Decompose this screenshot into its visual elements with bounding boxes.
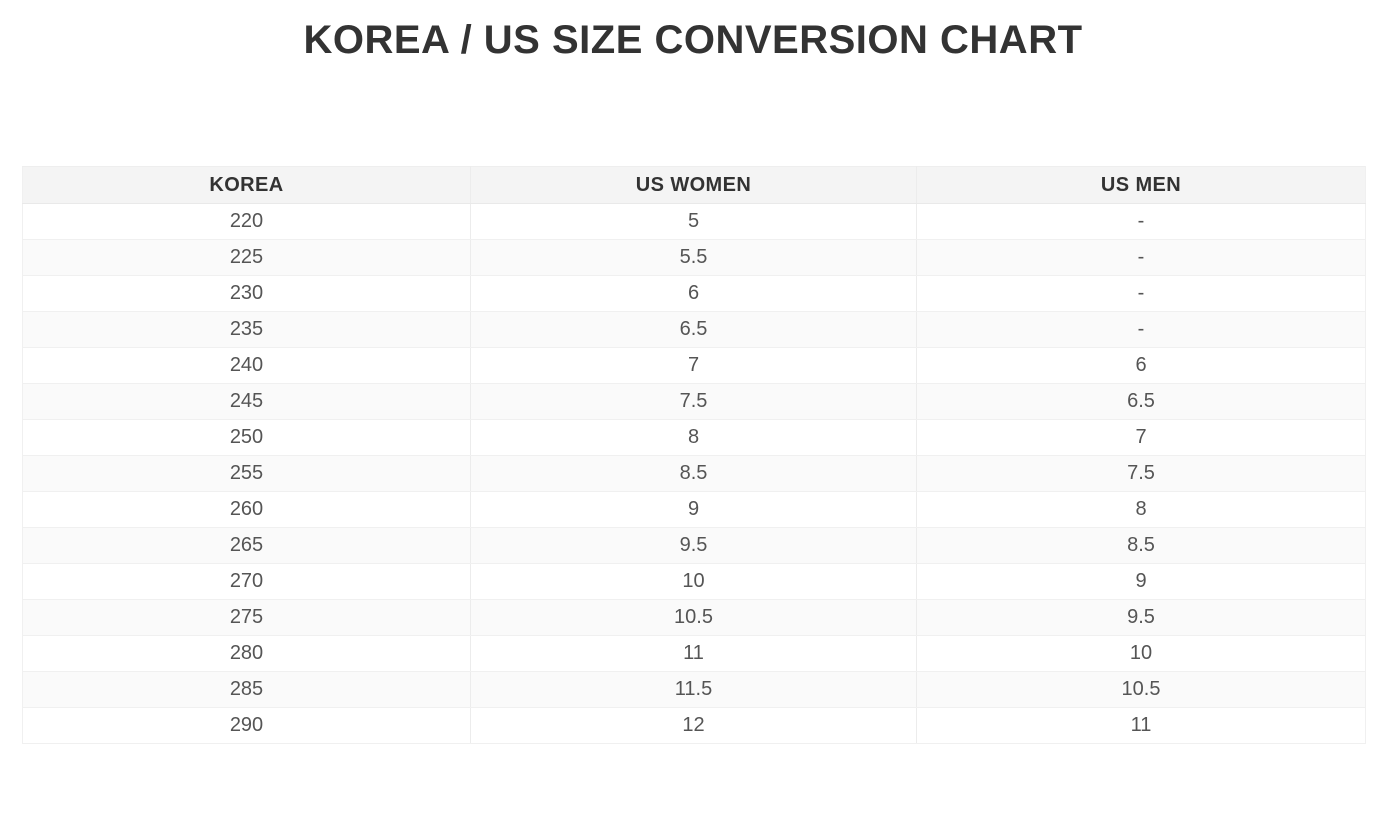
cell-us-men: 9.5 <box>916 599 1366 636</box>
cell-us-women: 6.5 <box>470 311 917 348</box>
table-row: 275 10.5 9.5 <box>22 599 1366 636</box>
table-row: 235 6.5- <box>22 311 1366 348</box>
column-header-us-men: US MEN <box>916 166 1366 204</box>
cell-korea: 235 <box>22 311 471 348</box>
cell-us-men: - <box>916 275 1366 312</box>
table-header-row: KOREA US WOMEN US MEN <box>22 166 1366 204</box>
table-row: 240 7 6 <box>22 347 1366 384</box>
table-row: 290 12 11 <box>22 707 1366 744</box>
cell-us-women: 11.5 <box>470 671 917 708</box>
table-row: 230 6- <box>22 275 1366 312</box>
table-row: 220 5- <box>22 203 1366 240</box>
cell-korea: 230 <box>22 275 471 312</box>
cell-korea: 220 <box>22 203 471 240</box>
cell-us-men: 9 <box>916 563 1366 600</box>
cell-us-men: - <box>916 311 1366 348</box>
cell-us-women: 9 <box>470 491 917 528</box>
cell-korea: 260 <box>22 491 471 528</box>
cell-us-women: 11 <box>470 635 917 672</box>
cell-korea: 250 <box>22 419 471 456</box>
table-row: 245 7.5 6.5 <box>22 383 1366 420</box>
page-title: KOREA / US SIZE CONVERSION CHART <box>303 18 1083 62</box>
cell-us-women: 7.5 <box>470 383 917 420</box>
column-header-korea: KOREA <box>22 166 471 204</box>
table-header: KOREA US WOMEN US MEN <box>22 166 1366 204</box>
cell-us-women: 12 <box>470 707 917 744</box>
cell-korea: 255 <box>22 455 471 492</box>
table-row: 280 11 10 <box>22 635 1366 672</box>
size-conversion-table: KOREA US WOMEN US MEN 220 5-225 5.5-230 6-2… <box>22 166 1366 744</box>
table-row: 260 9 8 <box>22 491 1366 528</box>
cell-us-women: 7 <box>470 347 917 384</box>
cell-us-women: 6 <box>470 275 917 312</box>
cell-korea: 265 <box>22 527 471 564</box>
cell-us-men: 6 <box>916 347 1366 384</box>
cell-us-men: 10 <box>916 635 1366 672</box>
cell-korea: 270 <box>22 563 471 600</box>
table-row: 285 11.5 10.5 <box>22 671 1366 708</box>
cell-korea: 240 <box>22 347 471 384</box>
cell-us-women: 9.5 <box>470 527 917 564</box>
cell-us-women: 10.5 <box>470 599 917 636</box>
size-table-container: KOREA US WOMEN US MEN 220 5-225 5.5-230 6-2… <box>22 166 1366 744</box>
cell-korea: 280 <box>22 635 471 672</box>
table-row: 255 8.5 7.5 <box>22 455 1366 492</box>
cell-korea: 290 <box>22 707 471 744</box>
cell-us-women: 8 <box>470 419 917 456</box>
table-row: 225 5.5- <box>22 239 1366 276</box>
cell-us-men: 10.5 <box>916 671 1366 708</box>
cell-us-men: 11 <box>916 707 1366 744</box>
cell-us-men: 8.5 <box>916 527 1366 564</box>
cell-us-men: 6.5 <box>916 383 1366 420</box>
cell-us-men: 7.5 <box>916 455 1366 492</box>
cell-us-men: 8 <box>916 491 1366 528</box>
cell-us-men: 7 <box>916 419 1366 456</box>
cell-us-women: 5 <box>470 203 917 240</box>
table-row: 265 9.5 8.5 <box>22 527 1366 564</box>
table-row: 270 10 9 <box>22 563 1366 600</box>
cell-us-women: 10 <box>470 563 917 600</box>
cell-us-women: 8.5 <box>470 455 917 492</box>
cell-korea: 245 <box>22 383 471 420</box>
table-body: 220 5-225 5.5-230 6-235 6.5-240 7 6 245 7.5 6.5 25… <box>22 203 1366 744</box>
cell-us-women: 5.5 <box>470 239 917 276</box>
table-row: 250 8 7 <box>22 419 1366 456</box>
column-header-us-women: US WOMEN <box>470 166 917 204</box>
cell-korea: 225 <box>22 239 471 276</box>
cell-korea: 275 <box>22 599 471 636</box>
cell-korea: 285 <box>22 671 471 708</box>
cell-us-men: - <box>916 203 1366 240</box>
cell-us-men: - <box>916 239 1366 276</box>
